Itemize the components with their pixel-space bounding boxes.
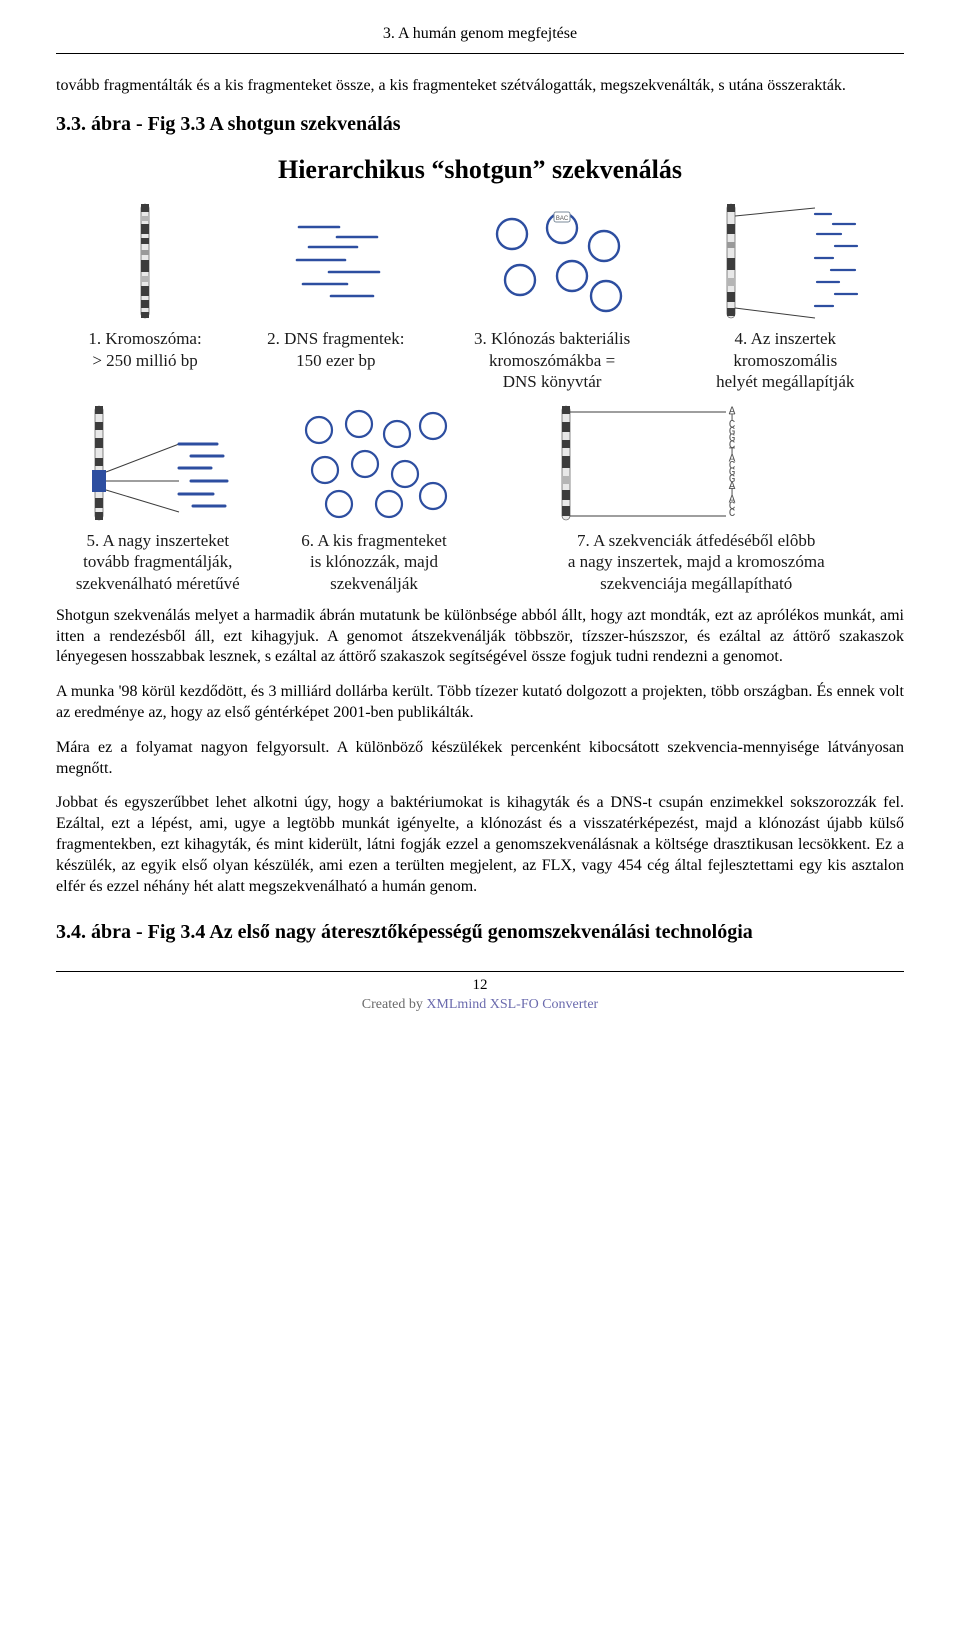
footer-rule <box>56 971 904 972</box>
figure-title-pre: Hierarchikus <box>278 155 431 184</box>
figure-title-mid: shotgun <box>431 155 545 184</box>
panel-5-subfragment: 5. A nagy inszertekettovább fragmentáljá… <box>56 404 260 594</box>
panel-1-chromosome: 1. Kromoszóma:> 250 millió bp <box>56 202 234 371</box>
panel-2-fragments: 2. DNS fragmentek:150 ezer bp <box>234 202 438 371</box>
page-number: 12 <box>56 976 904 996</box>
footer-credit-prefix: Created by <box>362 997 427 1012</box>
body-paragraph-4: Jobbat és egyszerűbbet lehet alkotni úgy… <box>56 793 904 897</box>
map-inserts-icon <box>705 202 865 320</box>
panel-7-assembly: ATCGGCTACGGATACC 7. A szekvenciák átfedé… <box>488 404 904 594</box>
footer-credit: Created by XMLmind XSL-FO Converter <box>56 996 904 1014</box>
panel-3-caption: 3. Klónozás bakteriáliskromoszómákba =DN… <box>474 328 630 392</box>
svg-text:BAC: BAC <box>556 216 569 222</box>
panel-3-graphic: BAC <box>472 202 632 320</box>
panel-5-graphic <box>83 404 233 522</box>
figure-main-title: Hierarchikus shotgun szekvenálás <box>56 153 904 187</box>
page-footer: 12 Created by XMLmind XSL-FO Converter <box>56 976 904 1014</box>
chapter-header: 3. A humán genom megfejtése <box>56 24 904 51</box>
chromosome-icon <box>125 202 165 320</box>
body-paragraph-1: Shotgun szekvenálás melyet a harmadik áb… <box>56 606 904 668</box>
panel-6-caption: 6. A kis fragmenteketis klónozzák, majds… <box>301 530 446 594</box>
figure-3-3-title: 3.3. ábra - Fig 3.3 A shotgun szekvenálá… <box>56 111 904 137</box>
figure-row-1: 1. Kromoszóma:> 250 millió bp 2. <box>56 202 904 392</box>
clone-sequence-icon <box>289 404 459 522</box>
svg-text:C: C <box>729 508 736 520</box>
panel-6-graphic <box>289 404 459 522</box>
panel-6-clone-sequence: 6. A kis fragmenteketis klónozzák, majds… <box>260 404 489 594</box>
panel-2-caption: 2. DNS fragmentek:150 ezer bp <box>267 328 404 371</box>
panel-1-caption: 1. Kromoszóma:> 250 millió bp <box>88 328 201 371</box>
panel-3-bac-library: BAC 3. Klónozás bakteriáliskromoszómákba… <box>438 202 667 392</box>
panel-4-caption: 4. Az inszertekkromoszomálishelyét megál… <box>716 328 854 392</box>
figure-title-post: szekvenálás <box>546 155 683 184</box>
panel-2-graphic <box>281 202 391 320</box>
panel-4-graphic <box>705 202 865 320</box>
intro-paragraph: tovább fragmentálták és a kis fragmentek… <box>56 76 904 97</box>
body-paragraph-2: A munka '98 körül kezdődött, és 3 milliá… <box>56 682 904 724</box>
figure-shotgun-sequencing: Hierarchikus shotgun szekvenálás <box>56 153 904 594</box>
assembly-icon: ATCGGCTACGGATACC <box>546 404 846 522</box>
bac-library-icon: BAC <box>472 202 632 320</box>
fragments-icon <box>281 202 391 320</box>
body-paragraph-3: Mára ez a folyamat nagyon felgyorsult. A… <box>56 738 904 780</box>
figure-3-4-title: 3.4. ábra - Fig 3.4 Az első nagy áteresz… <box>56 919 904 945</box>
panel-4-map-inserts: 4. Az inszertekkromoszomálishelyét megál… <box>667 202 904 392</box>
header-rule <box>56 53 904 54</box>
figure-row-2: 5. A nagy inszertekettovább fragmentáljá… <box>56 404 904 594</box>
subfragment-icon <box>83 404 233 522</box>
panel-1-graphic <box>125 202 165 320</box>
panel-7-graphic: ATCGGCTACGGATACC <box>546 404 846 522</box>
panel-5-caption: 5. A nagy inszertekettovább fragmentáljá… <box>76 530 240 594</box>
panel-7-caption: 7. A szekvenciák átfedéséből elôbba nagy… <box>568 530 825 594</box>
footer-credit-link: XMLmind XSL-FO Converter <box>426 997 598 1012</box>
